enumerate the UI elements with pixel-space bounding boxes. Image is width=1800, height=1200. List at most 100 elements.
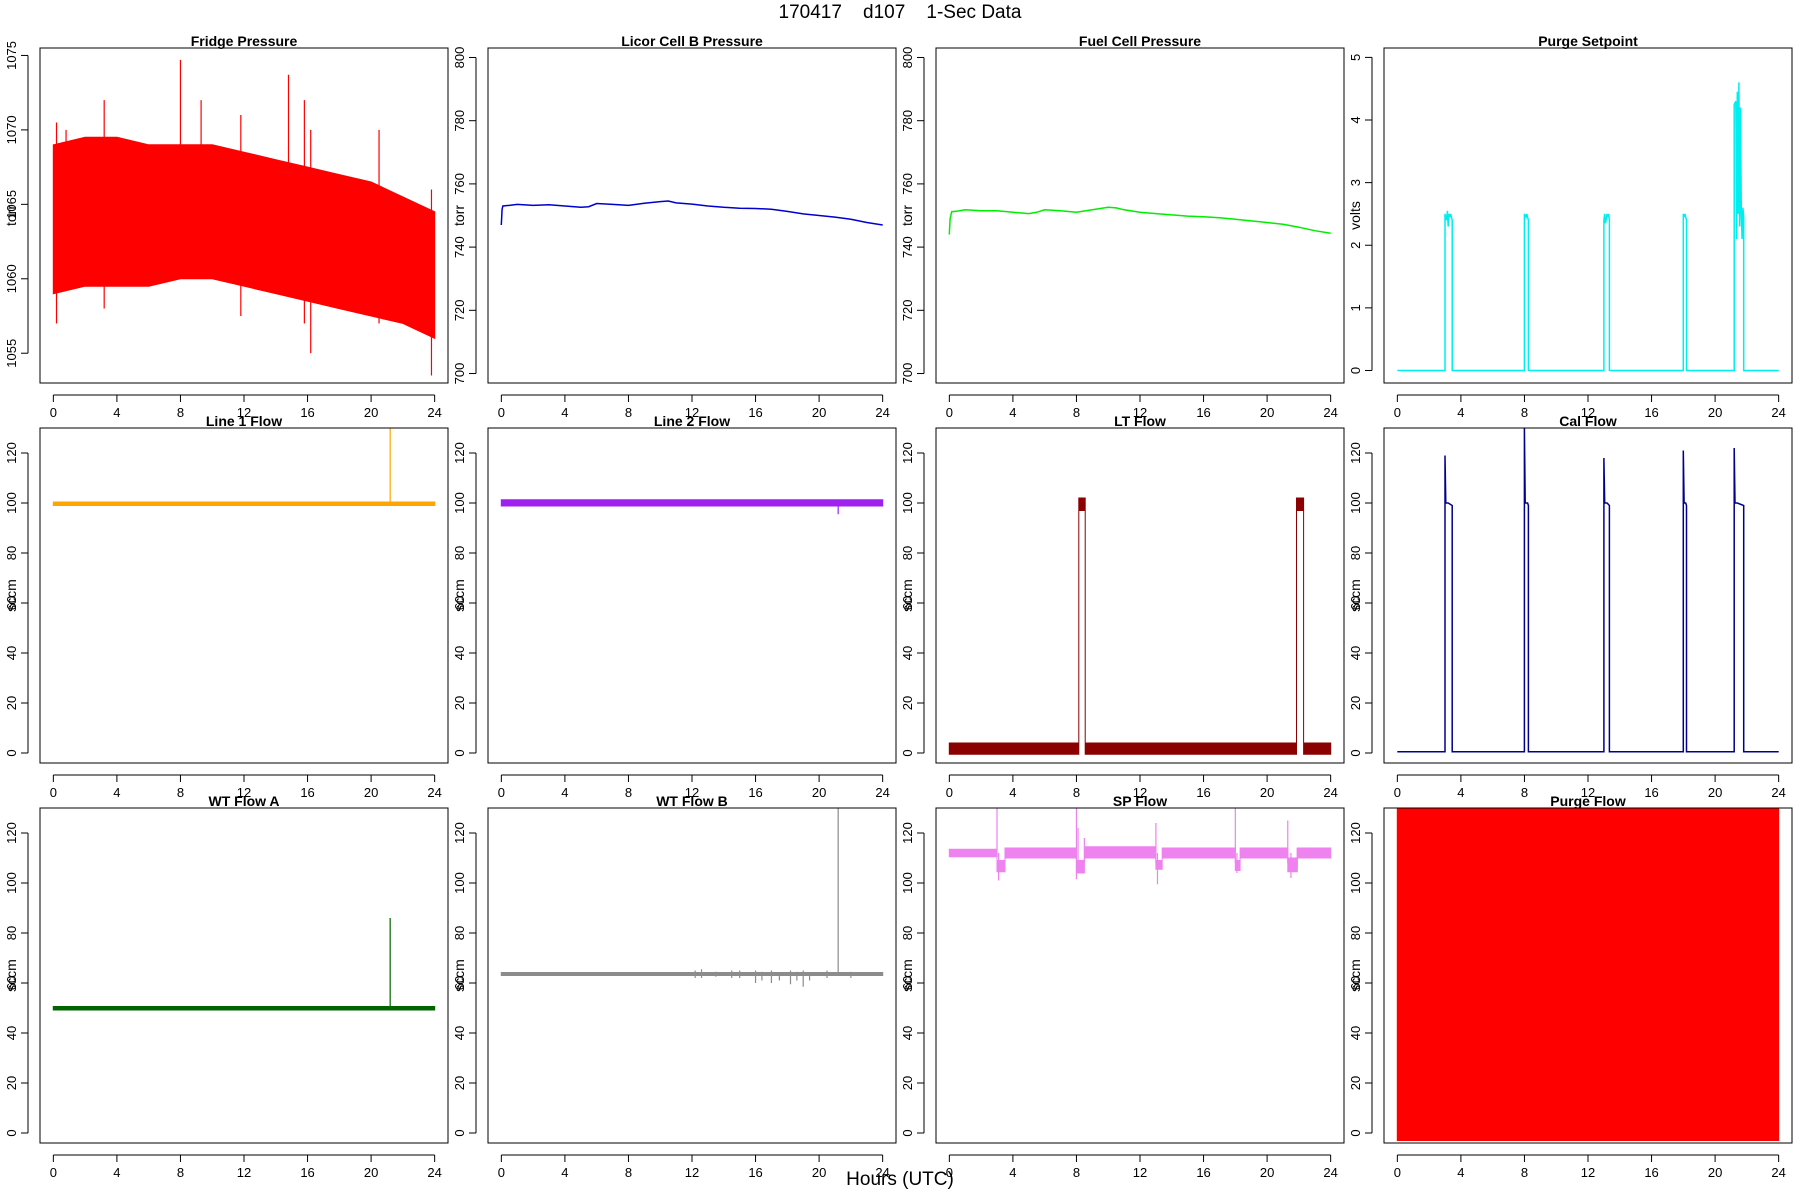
y-tick-label: 120 bbox=[900, 822, 915, 844]
page-title: 170417 d107 1-Sec Data bbox=[778, 2, 1022, 23]
y-tick-label: 3 bbox=[1348, 179, 1363, 186]
plot-frame bbox=[39, 807, 449, 1144]
x-tick-label: 12 bbox=[685, 405, 699, 420]
y-tick-label: 1060 bbox=[4, 264, 19, 293]
panel-wt-flow-b: WT Flow B sccm 0 4 8 12 16 20 24 0 20 40 60 80 100 120 bbox=[451, 793, 897, 1180]
series-band bbox=[1396, 808, 1780, 1141]
y-tick-label: 0 bbox=[4, 1129, 19, 1136]
x-tick-label: 20 bbox=[812, 785, 826, 800]
y-axis: 0 20 40 60 80 100 120 bbox=[900, 442, 925, 757]
y-tick-label: 720 bbox=[900, 299, 915, 321]
y-tick-label: 760 bbox=[900, 173, 915, 195]
y-axis: 0 20 40 60 80 100 120 bbox=[1348, 442, 1373, 757]
y-tick-label: 40 bbox=[1348, 646, 1363, 660]
y-tick-label: 780 bbox=[452, 110, 467, 132]
y-tick-label: 100 bbox=[1348, 492, 1363, 514]
y-tick-label: 20 bbox=[900, 696, 915, 710]
series-band bbox=[52, 1006, 436, 1011]
y-tick-label: 120 bbox=[4, 442, 19, 464]
x-tick-label: 20 bbox=[1708, 785, 1722, 800]
panel-title: Purge Setpoint bbox=[1538, 33, 1638, 49]
y-tick-label: 0 bbox=[900, 1129, 915, 1136]
y-tick-label: 1070 bbox=[4, 115, 19, 144]
x-tick-label: 0 bbox=[498, 785, 505, 800]
x-tick-label: 0 bbox=[1394, 405, 1401, 420]
plot-frame bbox=[39, 47, 449, 384]
x-tick-label: 0 bbox=[1394, 1165, 1401, 1180]
data-layer bbox=[52, 59, 436, 376]
y-axis: 0 20 40 60 80 100 120 bbox=[452, 442, 477, 757]
data-layer bbox=[1397, 428, 1779, 753]
x-tick-label: 0 bbox=[50, 405, 57, 420]
y-tick-label: 700 bbox=[452, 363, 467, 385]
series-band bbox=[52, 136, 436, 340]
y-axis: 0 20 40 60 80 100 120 bbox=[900, 822, 925, 1137]
x-axis: 0 4 8 12 16 20 24 bbox=[50, 1154, 442, 1180]
y-axis: 0 20 40 60 80 100 120 bbox=[452, 822, 477, 1137]
x-tick-label: 24 bbox=[427, 1165, 441, 1180]
series-line bbox=[500, 200, 883, 226]
y-tick-label: 80 bbox=[4, 926, 19, 940]
x-axis-title: Hours (UTC) bbox=[846, 1169, 954, 1190]
y-axis-label: torr bbox=[451, 205, 467, 226]
x-tick-label: 16 bbox=[300, 1165, 314, 1180]
plot-frame bbox=[1383, 427, 1793, 764]
x-axis: 0 4 8 12 16 20 24 bbox=[498, 394, 890, 420]
x-tick-label: 20 bbox=[1260, 405, 1274, 420]
y-tick-label: 700 bbox=[900, 363, 915, 385]
y-tick-label: 100 bbox=[900, 492, 915, 514]
panel-title: Cal Flow bbox=[1559, 413, 1617, 429]
panel-title: Licor Cell B Pressure bbox=[621, 33, 763, 49]
x-tick-label: 12 bbox=[1133, 1165, 1147, 1180]
y-tick-label: 60 bbox=[452, 976, 467, 990]
y-axis-label: volts bbox=[1347, 201, 1363, 230]
series-band bbox=[948, 846, 1332, 874]
x-tick-label: 16 bbox=[1644, 785, 1658, 800]
panel-title: Fridge Pressure bbox=[191, 33, 298, 49]
y-tick-label: 4 bbox=[1348, 116, 1363, 123]
y-tick-label: 40 bbox=[452, 1026, 467, 1040]
panel-line-1-flow: Line 1 Flow sccm 0 4 8 12 16 20 24 0 20 40 60 80 100 12… bbox=[3, 413, 449, 800]
data-layer bbox=[52, 428, 436, 506]
y-tick-label: 60 bbox=[900, 596, 915, 610]
y-axis-label: sccm bbox=[1347, 579, 1363, 612]
x-tick-label: 20 bbox=[1260, 785, 1274, 800]
y-tick-label: 2 bbox=[1348, 242, 1363, 249]
data-layer bbox=[52, 918, 436, 1011]
y-tick-label: 60 bbox=[1348, 596, 1363, 610]
x-tick-label: 16 bbox=[1196, 405, 1210, 420]
panel-lt-flow: LT Flow sccm 0 4 8 12 16 20 24 0 20 40 60 80 100 120 bbox=[899, 413, 1345, 800]
y-tick-label: 800 bbox=[452, 47, 467, 69]
x-tick-label: 12 bbox=[1133, 405, 1147, 420]
y-tick-label: 720 bbox=[452, 299, 467, 321]
y-tick-label: 60 bbox=[900, 976, 915, 990]
x-tick-label: 16 bbox=[1196, 1165, 1210, 1180]
x-tick-label: 24 bbox=[875, 785, 889, 800]
y-tick-label: 80 bbox=[900, 926, 915, 940]
y-tick-label: 0 bbox=[1348, 1129, 1363, 1136]
plot-frame bbox=[487, 807, 897, 1144]
x-tick-label: 24 bbox=[1323, 1165, 1337, 1180]
x-tick-label: 24 bbox=[875, 405, 889, 420]
plot-frame bbox=[487, 47, 897, 384]
panel-wt-flow-a: WT Flow A sccm 0 4 8 12 16 20 24 0 20 40 60 80 100 120 bbox=[3, 793, 449, 1180]
data-layer bbox=[500, 808, 884, 987]
x-tick-label: 8 bbox=[177, 1165, 184, 1180]
x-axis: 0 4 8 12 16 20 24 bbox=[1394, 774, 1786, 800]
x-tick-label: 8 bbox=[625, 1165, 632, 1180]
y-tick-label: 40 bbox=[1348, 1026, 1363, 1040]
x-tick-label: 8 bbox=[1073, 785, 1080, 800]
y-tick-label: 80 bbox=[1348, 926, 1363, 940]
x-tick-label: 4 bbox=[1009, 405, 1016, 420]
x-tick-label: 12 bbox=[1581, 405, 1595, 420]
x-tick-label: 24 bbox=[427, 785, 441, 800]
y-tick-label: 60 bbox=[4, 976, 19, 990]
y-tick-label: 20 bbox=[452, 1076, 467, 1090]
y-tick-label: 80 bbox=[1348, 546, 1363, 560]
y-axis: 1055 1060 1065 1070 1075 bbox=[4, 41, 29, 368]
series-band bbox=[500, 972, 884, 976]
x-tick-label: 24 bbox=[1771, 1165, 1785, 1180]
x-tick-label: 0 bbox=[946, 1165, 953, 1180]
y-tick-label: 0 bbox=[4, 749, 19, 756]
y-axis: 700 720 740 760 780 800 bbox=[900, 47, 925, 385]
